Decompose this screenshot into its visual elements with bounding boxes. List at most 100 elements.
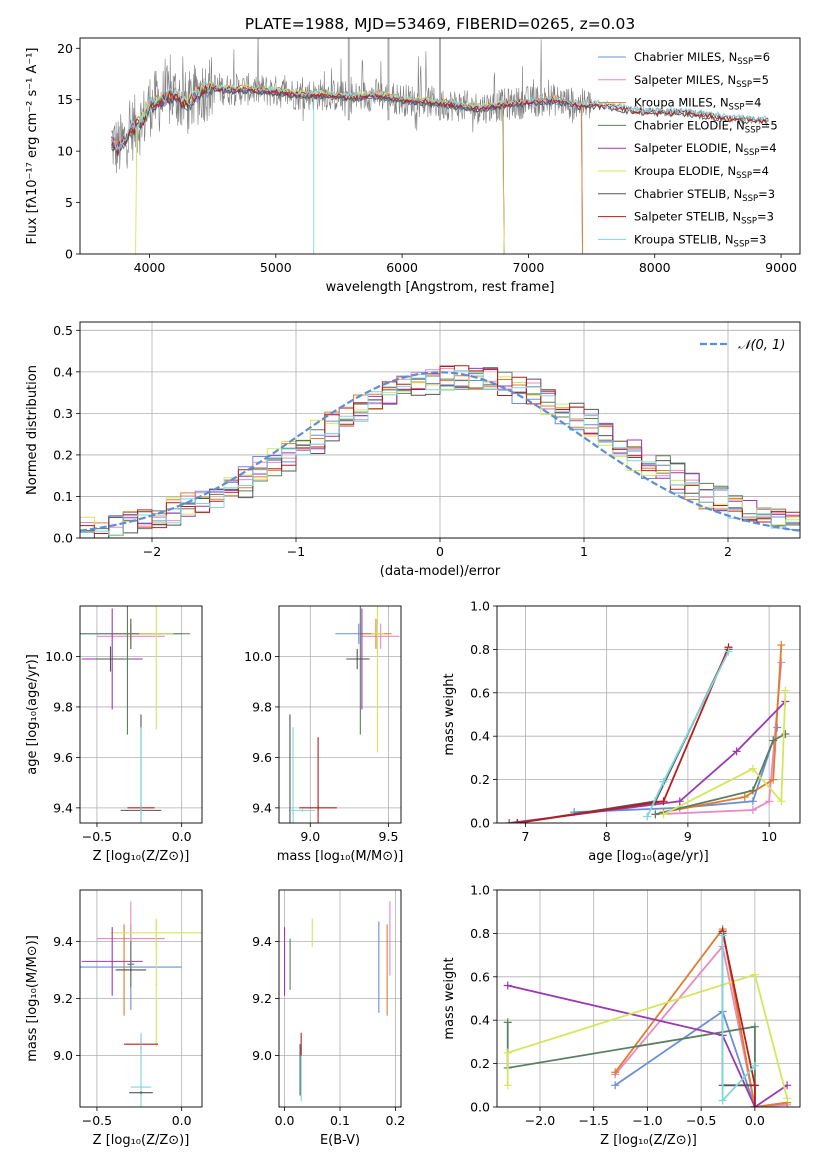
x-tick-label: 10 — [761, 829, 777, 844]
x-tick-label: 1 — [580, 544, 588, 559]
legend-suffix: =6 — [753, 50, 770, 64]
legend-label: Salpeter MILES, NSSP=5 — [634, 73, 769, 90]
plot-area — [283, 901, 391, 1102]
weight-marker — [777, 641, 786, 650]
weight-marker — [503, 1048, 512, 1057]
panel-age-vs-mass: 9.0 9.5 9.4 9.6 9.8 10.0 mass [log₁₀(M/M⊙)] — [244, 605, 404, 864]
x-axis-label: E(B-V) — [320, 1133, 360, 1148]
y-tick-label: 9.4 — [252, 934, 272, 949]
x-tick-label: 9000 — [765, 260, 797, 275]
y-tick-label: 10 — [57, 144, 73, 159]
x-tick-label: 2 — [724, 544, 732, 559]
weight-marker — [750, 1103, 759, 1107]
y-tick-label: 0.4 — [53, 364, 73, 379]
x-tick-label: −1 — [287, 544, 305, 559]
y-tick-label: 0.4 — [470, 1013, 490, 1028]
x-axis-label: mass [log₁₀(M/M⊙)] — [277, 849, 404, 864]
panel-mass-weight-vs-age: 7 8 9 10 0.0 0.2 0.4 0.6 0.8 1.0 age [log₁₀(age/yr… — [442, 599, 801, 864]
x-tick-label: 0 — [436, 544, 444, 559]
x-tick-label: 4000 — [134, 260, 166, 275]
y-tick-label: 0.2 — [470, 1056, 490, 1071]
y-tick-label: 20 — [57, 41, 73, 56]
y-tick-label: 9.0 — [252, 1048, 272, 1063]
y-tick-label: 0.2 — [470, 772, 490, 787]
y-axis-label: mass weight — [442, 673, 457, 755]
weight-marker — [659, 810, 668, 819]
plot-area — [80, 901, 202, 1107]
y-tick-label: 0 — [65, 247, 73, 262]
x-tick-label: 0.1 — [330, 1113, 350, 1128]
plot-area — [111, 38, 769, 254]
weight-line-kroupa-elodie — [663, 690, 787, 816]
y-tick-label: 0.1 — [53, 489, 73, 504]
y-tick-label: 9.4 — [53, 800, 73, 815]
axes-frame — [278, 605, 402, 824]
x-tick-label: 6000 — [386, 260, 418, 275]
weight-marker — [503, 1018, 512, 1027]
weight-line-kroupa-elodie — [506, 973, 788, 1099]
x-axis-label: Z [log₁₀(Z/Z⊙)] — [600, 1133, 697, 1148]
y-tick-label: 0.6 — [470, 969, 490, 984]
legend-label: Chabrier MILES, NSSP=6 — [634, 50, 770, 67]
weight-marker — [750, 1022, 759, 1031]
x-tick-label: 0.0 — [745, 1113, 765, 1128]
weight-marker — [659, 777, 668, 786]
legend-suffix: =4 — [760, 141, 777, 155]
legend: Chabrier MILES, NSSP=6 Salpeter MILES, NS… — [598, 50, 778, 249]
weight-marker — [611, 1068, 620, 1077]
weight-line-kroupa-miles — [614, 926, 788, 1107]
legend-suffix: =3 — [758, 187, 775, 201]
y-tick-label: 0.8 — [470, 926, 490, 941]
x-tick-label: 0.0 — [172, 829, 192, 844]
weight-line-salpeter-elodie — [507, 984, 788, 1107]
weight-marker — [503, 1081, 512, 1090]
legend-suffix: =4 — [744, 96, 761, 110]
weight-marker — [659, 797, 668, 806]
x-tick-label: 0.0 — [172, 1113, 192, 1128]
legend-label: Chabrier ELODIE, NSSP=5 — [634, 118, 778, 135]
plot-area — [505, 641, 790, 823]
y-tick-label: 9.8 — [252, 699, 272, 714]
weight-line-chabrier-miles — [574, 727, 779, 813]
x-tick-label: 8000 — [639, 260, 671, 275]
weight-marker — [750, 1081, 759, 1090]
histogram-salpeter-stelib — [80, 365, 800, 536]
y-tick-label: 0.6 — [470, 685, 490, 700]
weight-marker — [675, 797, 684, 806]
x-tick-label: 7 — [521, 829, 529, 844]
y-tick-label: 9.6 — [53, 750, 73, 765]
x-tick-label: −1.0 — [632, 1113, 662, 1128]
weight-marker — [750, 970, 759, 979]
panel-residuals: −2 −1 0 1 2 0.0 0.1 0.2 0.3 0.4 0.5 (data-model)/er… — [25, 321, 801, 579]
legend-subscript: SSP — [741, 217, 757, 227]
legend-subscript: SSP — [736, 171, 752, 181]
panel-spectrum: 4000 5000 6000 7000 8000 9000 0 5 10 15 20 waveleng… — [25, 37, 801, 295]
y-tick-label: 9.2 — [53, 991, 73, 1006]
y-tick-label: 0.8 — [470, 642, 490, 657]
x-tick-label: 9.5 — [379, 829, 399, 844]
weight-marker — [651, 810, 660, 819]
y-axis-label: Normed distribution — [25, 365, 40, 495]
weight-line-chabrier-elodie — [655, 733, 786, 816]
weight-marker — [769, 736, 778, 745]
axes-frame — [496, 889, 801, 1108]
histogram-kroupa-stelib — [80, 370, 800, 536]
legend-subscript: SSP — [734, 239, 750, 249]
weight-marker — [748, 764, 757, 773]
x-tick-label: 5000 — [260, 260, 292, 275]
weight-marker — [781, 730, 790, 739]
y-axis-label: Flux [fλ10⁻¹⁷ erg cm⁻² s⁻¹ A⁻¹] — [25, 48, 40, 245]
plot-area — [289, 606, 400, 823]
y-tick-label: 15 — [57, 92, 73, 107]
figure-title: PLATE=1988, MJD=53469, FIBERID=0265, z=0… — [245, 15, 635, 33]
panel-ebv: 0.0 0.1 0.2 9.0 9.2 9.4 E(B-V) — [252, 889, 405, 1148]
y-tick-label: 9.6 — [252, 750, 272, 765]
axes-frame — [496, 605, 801, 824]
legend-suffix: =4 — [752, 164, 769, 178]
axes-frame — [79, 37, 801, 255]
weight-marker — [781, 686, 790, 695]
legend-label: Kroupa STELIB, NSSP=3 — [634, 232, 766, 249]
weight-marker — [643, 812, 652, 821]
y-tick-label: 0.0 — [470, 1100, 490, 1115]
